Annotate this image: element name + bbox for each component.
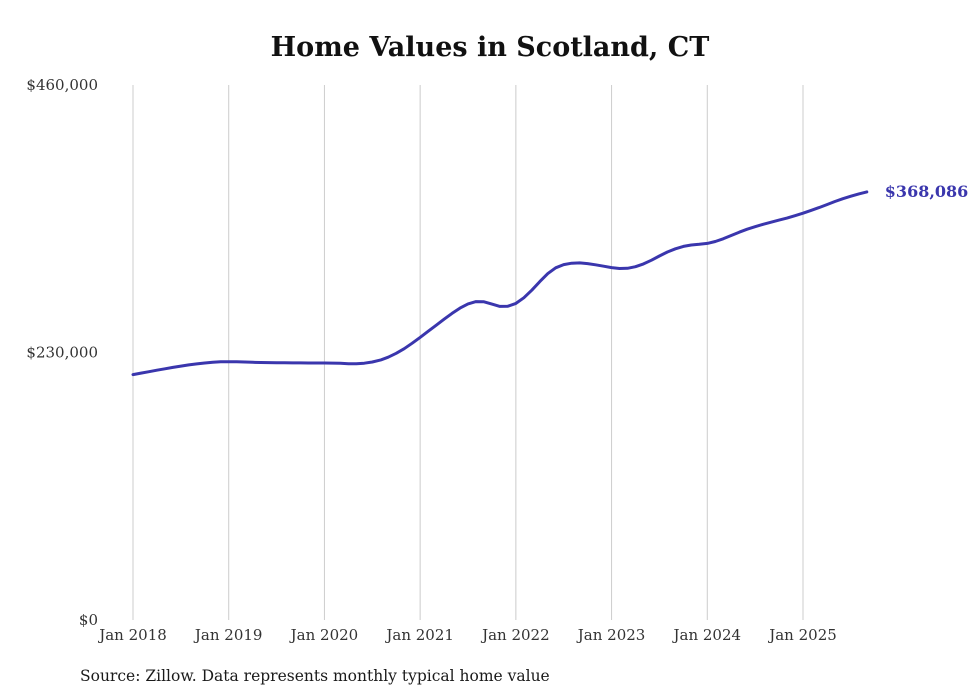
- latest-value-label: $368,086: [884, 181, 969, 201]
- home-value-line: [131, 190, 869, 377]
- x-axis-tick-label: Jan 2018: [97, 626, 167, 644]
- x-axis-tick-label: Jan 2022: [480, 626, 550, 644]
- y-axis-tick-label: $230,000: [26, 344, 98, 362]
- x-axis-tick-label: Jan 2020: [289, 626, 359, 644]
- x-axis-tick-label: Jan 2019: [193, 626, 263, 644]
- chart-title: Home Values in Scotland, CT: [270, 32, 710, 63]
- x-axis-tick-label: Jan 2021: [384, 626, 454, 644]
- source-note: Source: Zillow. Data represents monthly …: [80, 667, 550, 685]
- x-axis-tick-label: Jan 2024: [672, 626, 742, 644]
- y-axis-tick-label: $0: [79, 611, 98, 629]
- x-axis-tick-label: Jan 2025: [767, 626, 837, 644]
- x-axis-tick-label: Jan 2023: [576, 626, 646, 644]
- y-axis-tick-label: $460,000: [26, 76, 98, 94]
